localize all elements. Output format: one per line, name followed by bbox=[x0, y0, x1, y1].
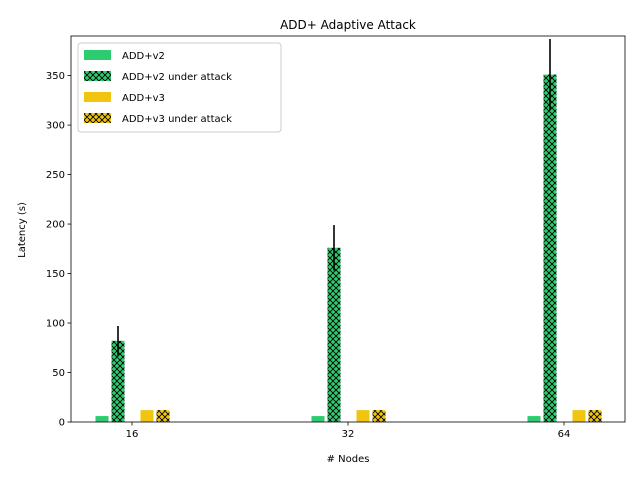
y-tick-label-300: 300 bbox=[46, 121, 65, 132]
legend-label-3: ADD+v3 bbox=[122, 93, 165, 104]
error-bars-group bbox=[117, 38, 551, 356]
y-tick-label-150: 150 bbox=[46, 269, 65, 280]
x-tick-label-32: 32 bbox=[342, 429, 355, 440]
y-tick-label-200: 200 bbox=[46, 220, 65, 231]
y-tick-label-0: 0 bbox=[59, 418, 65, 429]
bar-hatch-2-64 bbox=[543, 74, 557, 422]
x-axis-label: # Nodes bbox=[327, 454, 370, 465]
legend-swatch-hatch-2 bbox=[84, 71, 111, 81]
y-tick-label-100: 100 bbox=[46, 319, 65, 330]
bar-hatch-2-16 bbox=[111, 340, 125, 422]
bar-3-64 bbox=[572, 410, 586, 422]
legend-label-1: ADD+v2 bbox=[122, 51, 165, 62]
bar-3-16 bbox=[140, 410, 154, 422]
legend-swatch-hatch-4 bbox=[84, 113, 111, 123]
legend: ADD+v2 ADD+v2 under attack ADD+v3 ADD+v3 un… bbox=[77, 42, 282, 133]
y-tick-label-350: 350 bbox=[46, 71, 65, 82]
bar-hatch-4-32 bbox=[372, 410, 386, 422]
bar-1-64 bbox=[527, 416, 541, 422]
legend-swatch-1 bbox=[84, 50, 111, 60]
x-tick-label-64: 64 bbox=[558, 429, 571, 440]
legend-box bbox=[77, 42, 282, 133]
axes-group: 0 50 100 150 200 250 300 350 16 32 64 bbox=[46, 35, 626, 440]
legend-label-2: ADD+v2 under attack bbox=[122, 72, 232, 83]
legend-label-4: ADD+v3 under attack bbox=[122, 114, 232, 125]
legend-swatch-3 bbox=[84, 92, 111, 102]
y-tick-label-50: 50 bbox=[52, 368, 65, 379]
bar-hatch-4-16 bbox=[156, 410, 170, 422]
y-axis-label: Latency (s) bbox=[17, 202, 28, 258]
bar-hatch-2-32 bbox=[327, 247, 341, 422]
bars-group bbox=[95, 74, 602, 422]
bar-3-32 bbox=[356, 410, 370, 422]
chart-title: ADD+ Adaptive Attack bbox=[280, 18, 416, 32]
x-tick-label-16: 16 bbox=[126, 429, 139, 440]
bar-1-16 bbox=[95, 416, 109, 422]
bar-1-32 bbox=[311, 416, 325, 422]
y-tick-label-250: 250 bbox=[46, 170, 65, 181]
bar-hatch-4-64 bbox=[588, 410, 602, 422]
